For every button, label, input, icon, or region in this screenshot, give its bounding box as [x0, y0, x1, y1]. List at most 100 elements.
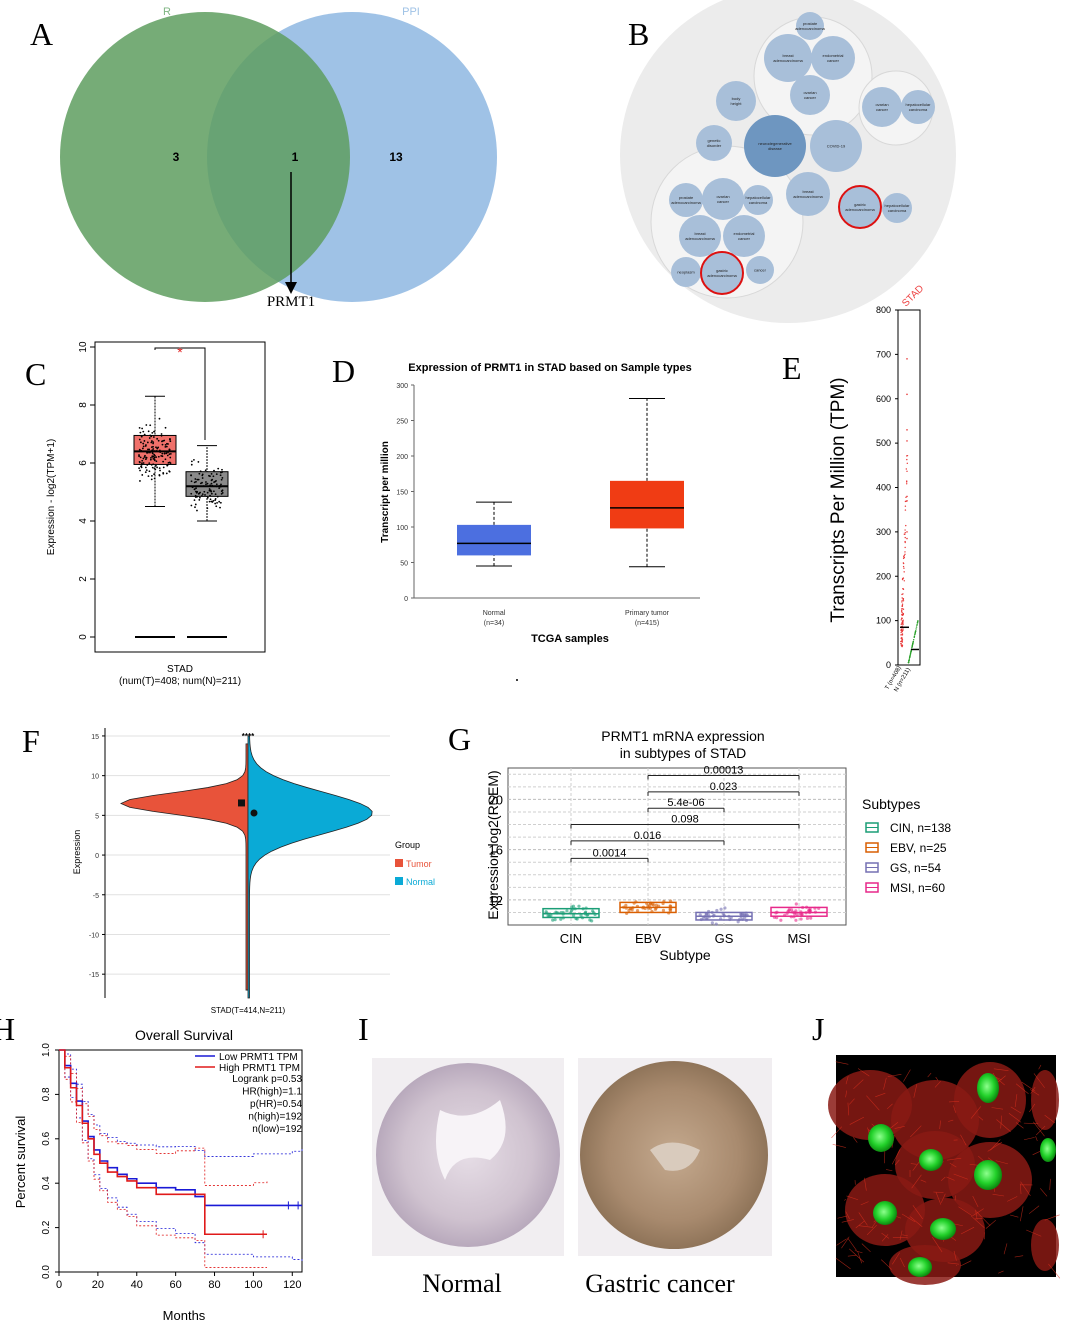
data-point-n — [914, 633, 916, 636]
data-point — [196, 490, 199, 493]
data-point-t — [904, 505, 907, 507]
actin-fiber — [1007, 1196, 1018, 1202]
chart-d: Expression of PRMT1 in STAD based on Sam… — [380, 362, 700, 681]
actin-fiber — [845, 1076, 849, 1085]
cell-body-9 — [1031, 1219, 1059, 1271]
x-tick-label: 60 — [170, 1279, 182, 1291]
nucleus-6 — [908, 1257, 932, 1277]
actin-fiber — [853, 1137, 858, 1143]
data-point-n — [912, 642, 914, 644]
actin-fiber — [881, 1234, 889, 1242]
venn-count-overlap: 1 — [292, 150, 299, 164]
y-tick-label: -15 — [89, 972, 99, 979]
data-point — [153, 456, 156, 459]
data-point-t — [900, 623, 902, 626]
data-point — [795, 912, 799, 916]
actin-fiber — [902, 1234, 908, 1237]
y-axis-label: Transcript per million — [380, 441, 391, 543]
actin-fiber — [880, 1259, 892, 1270]
panel-label-i: I — [358, 1011, 369, 1047]
x-tick-label: Normal — [483, 610, 506, 617]
data-point — [165, 450, 167, 453]
actin-fiber — [953, 1250, 957, 1261]
data-point — [163, 452, 166, 455]
actin-fiber — [854, 1250, 863, 1254]
data-point — [152, 442, 155, 445]
data-point-t — [901, 612, 903, 614]
data-point — [143, 440, 146, 442]
y-tick-label: 8 — [78, 402, 89, 408]
data-point — [153, 449, 155, 452]
data-point — [158, 474, 161, 477]
cell-body-0 — [828, 1070, 912, 1140]
data-point-n — [911, 644, 914, 647]
data-point — [217, 467, 220, 470]
immunofluorescence-image — [828, 1055, 1061, 1285]
data-point — [149, 451, 151, 454]
bubble-label-2: cancer — [827, 58, 840, 63]
data-point — [159, 450, 162, 453]
actin-fiber — [912, 1205, 923, 1220]
actin-fiber — [1020, 1181, 1031, 1196]
actin-fiber — [1003, 1243, 1008, 1255]
panel-label-e: E — [782, 350, 802, 386]
data-point — [144, 466, 147, 469]
data-point — [194, 478, 197, 480]
x-tick-label: CIN — [560, 931, 582, 946]
data-point — [164, 446, 167, 448]
data-point — [153, 430, 155, 433]
bubble-11 — [839, 186, 881, 228]
data-point — [208, 488, 211, 490]
y-tick-label: 100 — [876, 616, 891, 626]
y-tick-label: 150 — [396, 490, 408, 497]
y-tick-label: 0.2 — [41, 1220, 52, 1234]
data-point-t — [904, 553, 906, 556]
data-point — [148, 437, 151, 439]
data-point — [138, 426, 141, 429]
bubble-label-19: adenocarcinoma — [707, 273, 737, 278]
outlier-t — [906, 500, 908, 502]
x-label: STAD(T=414,N=211) — [211, 1006, 286, 1015]
data-point — [141, 462, 143, 465]
bubble-label-8: neurodegenerative — [758, 141, 792, 146]
data-point — [141, 447, 144, 450]
data-point — [169, 440, 172, 443]
data-point-t — [901, 617, 903, 619]
data-point — [193, 481, 196, 484]
data-point — [155, 456, 158, 459]
legend-label: Tumor — [406, 859, 432, 869]
actin-fiber — [990, 1139, 1001, 1151]
actin-fiber — [845, 1090, 848, 1098]
actin-fiber — [892, 1252, 900, 1265]
data-point — [166, 454, 169, 457]
data-point — [162, 472, 165, 475]
data-point — [206, 496, 209, 499]
actin-fiber — [866, 1224, 877, 1236]
actin-fiber — [976, 1211, 991, 1226]
chart-f: 15 10 5 0 -5 -10 -15 Expression **** STAD(T=414,N… — [72, 728, 435, 1015]
data-point — [210, 482, 213, 485]
data-point-t — [902, 613, 904, 616]
actin-fiber — [953, 1173, 969, 1180]
ihc-normal-lumen — [436, 1100, 506, 1180]
actin-fiber — [910, 1163, 917, 1165]
data-point — [219, 474, 222, 477]
data-point — [161, 452, 164, 455]
actin-fiber — [849, 1116, 865, 1125]
outlier-t — [906, 531, 908, 533]
comparison-p: 0.00013 — [704, 765, 744, 777]
y-tick-label: 16 — [489, 843, 503, 858]
data-point — [138, 448, 141, 451]
bubble-label-7: disorder — [707, 143, 722, 148]
x-label: STAD — [167, 664, 193, 675]
outlier-t — [906, 440, 908, 442]
data-point — [201, 495, 203, 497]
bubble-label-12: carcinoma — [888, 208, 907, 213]
bubble-label-4: cancer — [876, 107, 889, 112]
data-point — [149, 424, 152, 427]
data-point — [211, 484, 214, 487]
y-tick-label: 2 — [78, 576, 89, 582]
actin-fiber — [886, 1103, 893, 1110]
bubble-label-2: endometrial — [823, 53, 844, 58]
nucleus-4 — [873, 1201, 897, 1225]
